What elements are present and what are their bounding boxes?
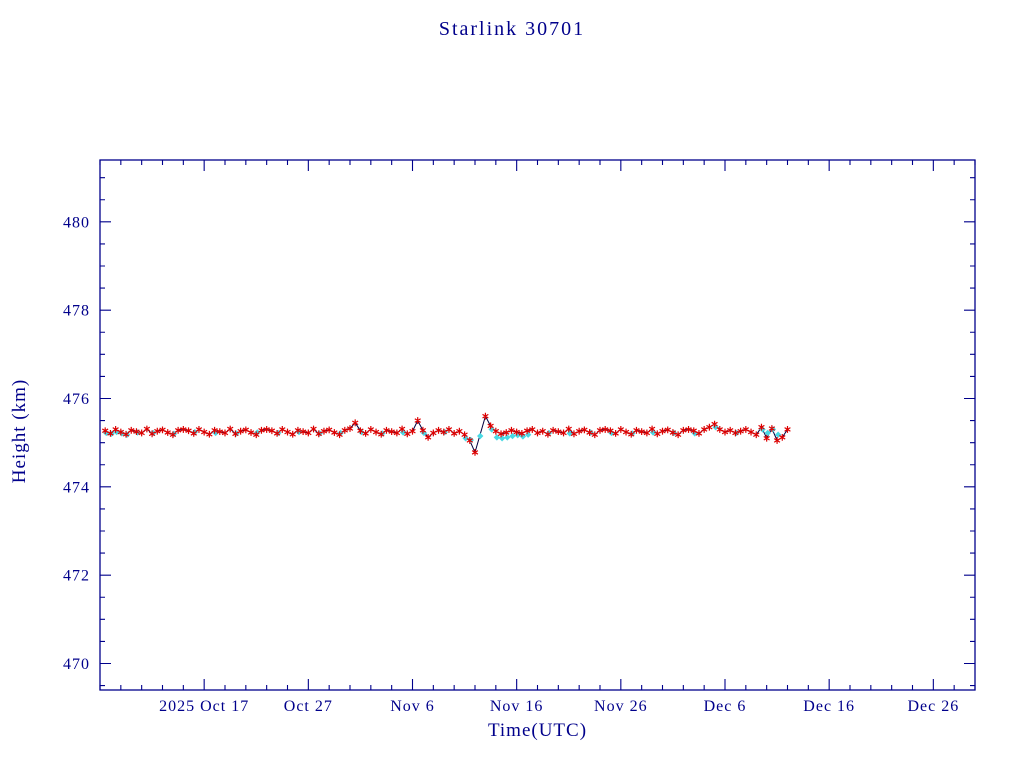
x-tick-label: Oct 27 <box>284 698 333 715</box>
x-tick-label: Nov 16 <box>490 698 544 715</box>
y-tick-label: 476 <box>63 391 90 408</box>
axis-ticks <box>99 160 976 690</box>
x-tick-label: Nov 26 <box>594 698 648 715</box>
y-tick-label: 474 <box>63 479 90 496</box>
chart-title: Starlink 30701 <box>438 18 586 40</box>
x-tick-label: Dec 26 <box>907 698 959 715</box>
red-asterisk-marker-series <box>101 412 791 456</box>
plot-frame <box>99 159 976 691</box>
y-tick-label: 470 <box>63 656 90 673</box>
y-tick-label: 480 <box>63 214 90 231</box>
x-tick-label: Nov 6 <box>390 698 435 715</box>
x-axis-label: Time(UTC) <box>487 720 588 741</box>
x-tick-label: 2025 Oct 17 <box>159 698 249 715</box>
x-tick-label: Dec 6 <box>704 698 747 715</box>
cyan-marker-series <box>103 424 782 444</box>
x-tick-label: Dec 16 <box>803 698 855 715</box>
y-tick-label: 472 <box>63 568 90 585</box>
y-tick-label: 478 <box>63 303 90 320</box>
